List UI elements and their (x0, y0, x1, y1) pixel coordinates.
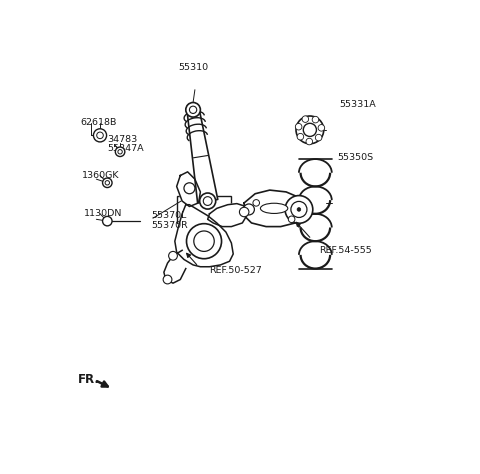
Circle shape (315, 134, 322, 141)
Polygon shape (187, 109, 218, 203)
Circle shape (312, 116, 319, 123)
Polygon shape (177, 172, 200, 207)
Circle shape (295, 123, 302, 130)
Ellipse shape (261, 203, 288, 213)
Polygon shape (164, 250, 186, 283)
Circle shape (94, 129, 107, 142)
Polygon shape (175, 205, 233, 267)
Circle shape (184, 183, 195, 194)
Text: 55331A: 55331A (339, 100, 376, 109)
Circle shape (288, 216, 295, 223)
Circle shape (200, 193, 216, 209)
Text: 1360GK: 1360GK (82, 171, 119, 180)
Text: 55350S: 55350S (337, 153, 373, 162)
Circle shape (105, 181, 109, 185)
Circle shape (168, 251, 178, 260)
Circle shape (190, 106, 197, 113)
Circle shape (297, 133, 304, 140)
Polygon shape (208, 204, 248, 227)
Circle shape (103, 178, 112, 188)
Circle shape (163, 275, 172, 284)
Circle shape (296, 116, 324, 144)
Circle shape (318, 125, 324, 131)
Circle shape (303, 123, 316, 137)
Circle shape (240, 207, 249, 217)
Circle shape (115, 147, 125, 156)
Circle shape (118, 150, 122, 154)
Circle shape (186, 102, 200, 117)
Bar (177, 196, 231, 223)
Circle shape (243, 204, 254, 215)
Polygon shape (244, 190, 304, 227)
Circle shape (297, 208, 301, 211)
Text: REF.50-527: REF.50-527 (209, 266, 262, 275)
Text: FR.: FR. (78, 374, 100, 386)
Text: 55347A: 55347A (108, 145, 144, 154)
Circle shape (97, 132, 103, 138)
Circle shape (194, 231, 214, 251)
Circle shape (306, 138, 312, 145)
Text: 55370L: 55370L (151, 211, 187, 220)
Text: REF.54-555: REF.54-555 (319, 246, 372, 255)
Circle shape (302, 116, 309, 122)
Circle shape (285, 196, 313, 223)
Circle shape (253, 200, 260, 206)
Text: 1130DN: 1130DN (84, 210, 122, 219)
Circle shape (103, 216, 112, 226)
Text: 55370R: 55370R (151, 221, 188, 230)
Circle shape (204, 197, 212, 205)
Text: 34783: 34783 (108, 135, 138, 144)
Circle shape (187, 224, 222, 259)
Text: 62618B: 62618B (80, 118, 116, 127)
Text: 55310: 55310 (178, 64, 208, 73)
Circle shape (291, 201, 307, 218)
